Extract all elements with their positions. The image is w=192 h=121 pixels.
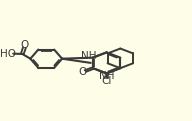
Text: HO: HO xyxy=(0,49,16,59)
Text: NH: NH xyxy=(81,51,97,61)
Text: Cl: Cl xyxy=(101,76,112,86)
Text: NH: NH xyxy=(99,71,114,81)
Text: O: O xyxy=(21,40,29,50)
Text: O: O xyxy=(79,67,87,77)
